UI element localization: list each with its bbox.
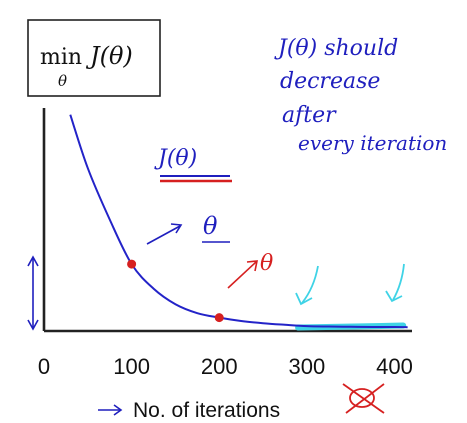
crossed-out-scribble (342, 383, 385, 414)
theta-2-arrow (227, 260, 258, 289)
note-line-1: J(θ) should (274, 36, 398, 61)
x-tick-label-100: 100 (113, 354, 150, 379)
x-tick-label-300: 300 (288, 354, 325, 379)
note-line-4: every iteration (298, 131, 447, 155)
x-label-arrow-head (113, 404, 123, 416)
x-tick-label-0: 0 (38, 354, 50, 379)
x-axis-label-group: No. of iterations (98, 399, 280, 422)
x-axis-label: No. of iterations (133, 399, 280, 422)
theta-2-label: θ (260, 251, 273, 276)
theta-point-200 (214, 313, 224, 323)
theta-1-label: θ (203, 212, 218, 240)
title-min: min (40, 45, 82, 70)
theta-point-100 (127, 259, 137, 269)
x-tick-label-400: 400 (376, 354, 413, 379)
note-annotation: J(θ) should decrease after every iterati… (274, 36, 447, 155)
converge-arrow-right (385, 263, 405, 303)
y-axis-range-arrow (27, 255, 39, 331)
curve-label: J(θ) (154, 146, 197, 171)
note-line-2: decrease (280, 69, 380, 94)
title-subscript: θ (58, 72, 67, 90)
title-cost-function: J(θ) (85, 42, 133, 70)
converge-arrow-left (295, 265, 319, 306)
x-tick-labels: 0 100 200 300 400 (38, 354, 413, 379)
title-box (27, 19, 161, 97)
note-line-3: after (282, 103, 337, 128)
cost-curve (69, 114, 408, 329)
x-tick-label-200: 200 (201, 354, 238, 379)
theta-1-arrow (146, 223, 183, 245)
